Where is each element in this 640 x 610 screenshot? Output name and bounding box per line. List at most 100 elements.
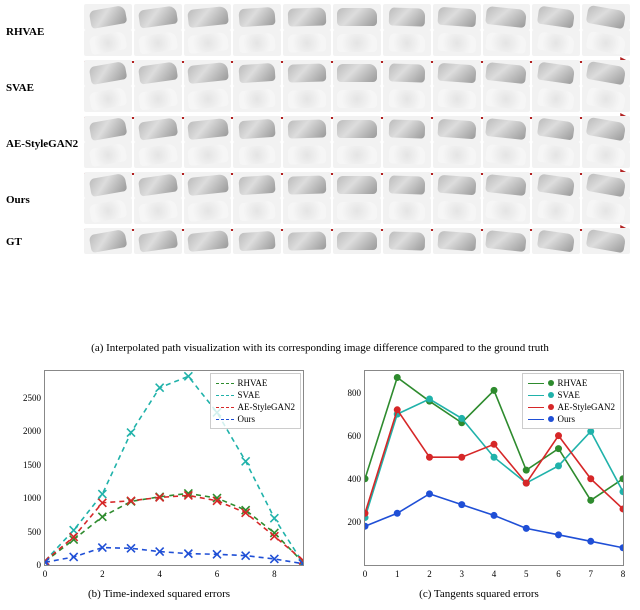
xtick: 7 [589, 569, 594, 579]
interp-thumb [383, 172, 431, 198]
legend-label: RHVAE [238, 377, 268, 389]
interp-thumb [483, 116, 531, 142]
interp-thumb [233, 228, 281, 254]
interp-thumb [84, 116, 132, 142]
interp-thumb [283, 60, 331, 86]
interp-thumb [532, 4, 580, 30]
interp-thumb [333, 172, 381, 198]
method-row-ae-stylegan2: AE-StyleGAN2 [6, 116, 634, 170]
interp-thumb [233, 60, 281, 86]
thumbs [84, 60, 630, 114]
interp-thumb [383, 116, 431, 142]
interp-thumb [582, 116, 630, 142]
interp-thumb [84, 60, 132, 86]
legend-label: RHVAE [558, 377, 588, 389]
diff-thumb [283, 30, 331, 56]
interp-thumb [283, 4, 331, 30]
diff-thumb [582, 142, 630, 168]
legend-label: AE-StyleGAN2 [238, 401, 296, 413]
ytick: 500 [11, 527, 41, 537]
ytick: 1500 [11, 460, 41, 470]
thumbs [84, 228, 630, 258]
interp-thumb [582, 172, 630, 198]
diff-thumb [532, 198, 580, 224]
diff-thumb [333, 86, 381, 112]
xtick: 0 [363, 569, 368, 579]
diff-thumb [433, 142, 481, 168]
xtick: 3 [460, 569, 465, 579]
legend: RHVAESVAEAE-StyleGAN2Ours [522, 373, 622, 429]
interp-thumb [383, 4, 431, 30]
method-row-svae: SVAE [6, 60, 634, 114]
ytick: 800 [331, 388, 361, 398]
ytick: 2000 [11, 426, 41, 436]
diff-thumb [184, 142, 232, 168]
interp-thumb [134, 172, 182, 198]
diff-thumb [233, 142, 281, 168]
interp-thumb [433, 172, 481, 198]
thumbs [84, 4, 630, 58]
interp-thumb [184, 228, 232, 254]
interp-thumb [582, 228, 630, 254]
diff-thumb [134, 86, 182, 112]
diff-thumb [433, 86, 481, 112]
interp-thumb [433, 60, 481, 86]
interp-thumb [333, 4, 381, 30]
diff-thumb [84, 142, 132, 168]
diff-thumb [483, 86, 531, 112]
diff-thumb [333, 30, 381, 56]
interp-thumb [134, 228, 182, 254]
xtick: 8 [621, 569, 626, 579]
interp-thumb [483, 4, 531, 30]
diff-thumb [532, 142, 580, 168]
diff-thumb [134, 142, 182, 168]
legend-label: SVAE [238, 389, 260, 401]
interp-thumb [333, 60, 381, 86]
method-label: RHVAE [6, 26, 80, 38]
ytick: 0 [11, 560, 41, 570]
interp-thumb [383, 60, 431, 86]
diff-thumb [532, 86, 580, 112]
diff-thumb [283, 142, 331, 168]
chart-b: 0500100015002000250002468RHVAESVAEAE-Sty… [6, 360, 312, 600]
interp-thumb [483, 228, 531, 254]
diff-thumb [283, 198, 331, 224]
diff-thumb [433, 198, 481, 224]
caption-b: (b) Time-indexed squared errors [6, 588, 312, 600]
diff-thumb [84, 30, 132, 56]
diff-thumb [383, 30, 431, 56]
diff-thumb [134, 30, 182, 56]
diff-thumb [333, 198, 381, 224]
thumbs [84, 116, 630, 170]
xtick: 4 [492, 569, 497, 579]
interp-thumb [582, 60, 630, 86]
diff-thumb [383, 198, 431, 224]
diff-thumb [383, 86, 431, 112]
legend-label: SVAE [558, 389, 580, 401]
method-row-rhvae: RHVAE [6, 4, 634, 58]
xtick: 2 [100, 569, 105, 579]
progress-arrow [84, 56, 630, 58]
diff-thumb [184, 30, 232, 56]
interp-thumb [283, 116, 331, 142]
interp-thumb [184, 4, 232, 30]
chart-b-frame: 0500100015002000250002468RHVAESVAEAE-Sty… [44, 370, 304, 566]
diff-thumb [233, 86, 281, 112]
method-row-gt: GT [6, 228, 634, 258]
xtick: 4 [157, 569, 162, 579]
interp-thumb [283, 228, 331, 254]
progress-arrow [84, 224, 630, 226]
diff-thumb [582, 198, 630, 224]
interp-thumb [134, 116, 182, 142]
interp-thumb [84, 4, 132, 30]
diff-thumb [184, 198, 232, 224]
xtick: 5 [524, 569, 529, 579]
interp-thumb [582, 4, 630, 30]
interp-thumb [184, 116, 232, 142]
diff-thumb [134, 198, 182, 224]
ytick: 600 [331, 431, 361, 441]
interp-thumb [283, 172, 331, 198]
interp-thumb [184, 60, 232, 86]
interp-thumb [483, 60, 531, 86]
interpolation-grid: RHVAESVAEAE-StyleGAN2OursGT [0, 0, 640, 340]
